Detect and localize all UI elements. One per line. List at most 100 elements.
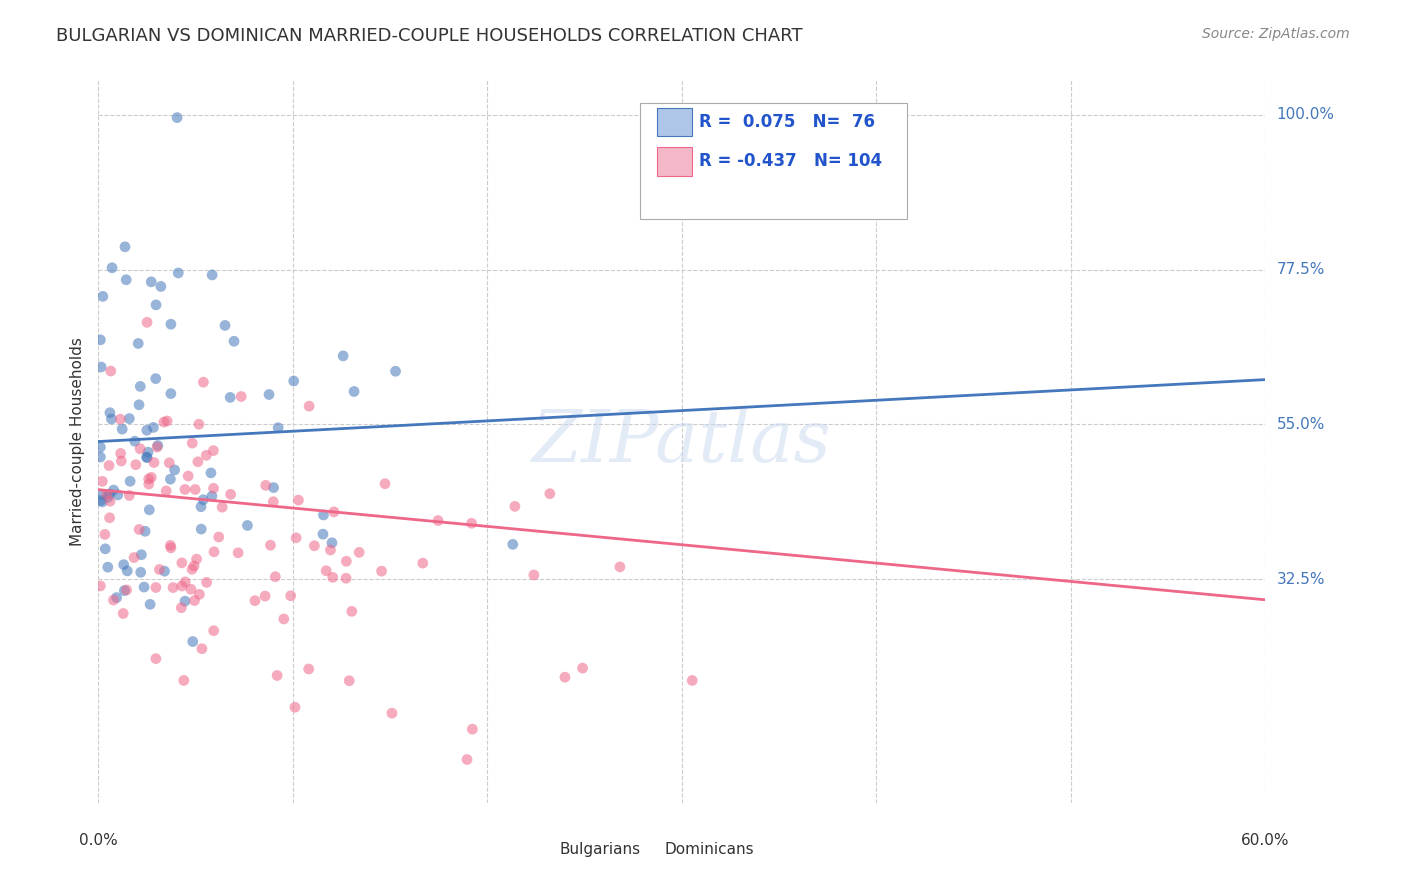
Point [184, 483, 207, 497]
Point [195, 448, 218, 462]
Point [136, 315, 159, 329]
Point [96, 487, 118, 501]
Point [226, 546, 249, 560]
Point [153, 564, 176, 578]
Point [298, 662, 321, 676]
Point [131, 548, 153, 562]
Point [94, 527, 117, 541]
Point [112, 607, 135, 621]
Point [163, 463, 186, 477]
Point [103, 593, 125, 607]
Point [129, 442, 152, 456]
Point [170, 579, 193, 593]
Point [190, 500, 212, 514]
Point [90, 493, 112, 508]
Point [187, 417, 209, 432]
Point [304, 539, 326, 553]
Point [122, 550, 145, 565]
Point [146, 440, 169, 454]
Text: 55.0%: 55.0% [1277, 417, 1324, 432]
Point [98, 458, 121, 473]
Point [142, 420, 165, 434]
Point [319, 543, 342, 558]
Point [219, 391, 242, 405]
Ellipse shape [541, 841, 554, 859]
Point [145, 581, 167, 595]
Point [181, 562, 204, 576]
Point [159, 472, 181, 486]
Point [89, 450, 111, 464]
Point [157, 456, 180, 470]
Point [91, 475, 114, 489]
Point [166, 111, 188, 125]
Text: R =  0.075   N=  76: R = 0.075 N= 76 [699, 113, 875, 131]
Point [103, 483, 125, 497]
Point [287, 493, 309, 508]
Point [681, 673, 703, 688]
Point [114, 240, 136, 254]
Point [89, 579, 111, 593]
Point [257, 387, 280, 401]
Point [427, 514, 450, 528]
Point [183, 593, 205, 607]
Point [141, 470, 163, 484]
Point [98, 494, 121, 508]
Point [236, 518, 259, 533]
Point [191, 641, 214, 656]
Point [156, 414, 179, 428]
Point [90, 359, 112, 374]
Point [125, 458, 148, 472]
Point [115, 582, 138, 597]
Point [202, 624, 225, 638]
Text: ZIPatlas: ZIPatlas [531, 406, 832, 477]
Point [129, 379, 152, 393]
Point [134, 524, 156, 539]
Point [181, 634, 204, 648]
Text: 77.5%: 77.5% [1277, 262, 1324, 277]
Point [162, 581, 184, 595]
Point [312, 527, 335, 541]
Point [145, 371, 167, 385]
Point [222, 334, 245, 349]
Point [101, 260, 124, 275]
Point [200, 466, 222, 480]
Point [264, 570, 287, 584]
Point [118, 411, 141, 425]
Point [456, 752, 478, 766]
Point [135, 450, 157, 464]
Point [343, 384, 366, 399]
Point [167, 266, 190, 280]
Point [97, 560, 120, 574]
Point [160, 386, 183, 401]
Point [98, 406, 121, 420]
Point [187, 455, 209, 469]
Point [283, 374, 305, 388]
Point [91, 289, 114, 303]
Point [190, 522, 212, 536]
Point [374, 476, 396, 491]
Point [259, 538, 281, 552]
Point [461, 722, 484, 736]
Point [143, 455, 166, 469]
Point [571, 661, 593, 675]
Point [193, 492, 215, 507]
Text: 60.0%: 60.0% [1241, 833, 1289, 848]
Point [128, 523, 150, 537]
Point [315, 564, 337, 578]
Point [195, 575, 218, 590]
Ellipse shape [647, 841, 658, 859]
Point [554, 670, 576, 684]
Point [110, 412, 132, 426]
Point [273, 612, 295, 626]
Point [202, 443, 225, 458]
Point [188, 587, 211, 601]
Point [100, 412, 122, 426]
Text: 0.0%: 0.0% [79, 833, 118, 848]
Point [139, 598, 162, 612]
Point [136, 445, 159, 459]
Point [177, 469, 200, 483]
Point [538, 486, 561, 500]
Point [337, 673, 360, 688]
Point [111, 422, 134, 436]
Point [100, 364, 122, 378]
